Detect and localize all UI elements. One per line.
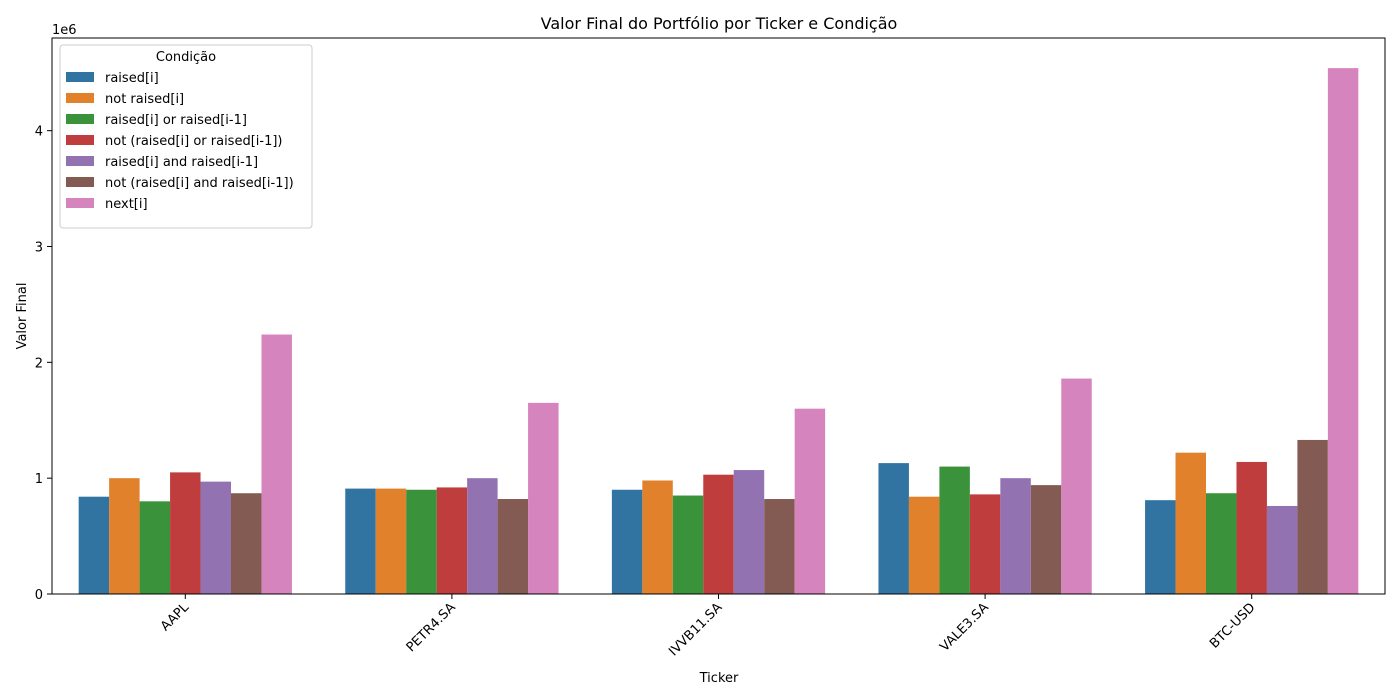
bar xyxy=(78,496,110,594)
legend-swatch xyxy=(66,135,94,145)
bar xyxy=(528,402,559,595)
legend: Condição raised[i] not raised[i] raised[i] … xyxy=(59,44,313,229)
y-tick-label: 1 xyxy=(35,472,43,487)
y-tick-label: 4 xyxy=(35,125,43,140)
legend-swatch xyxy=(66,93,94,103)
bar xyxy=(1236,461,1267,594)
legend-label: raised[i] or raised[i-1] xyxy=(105,113,247,128)
legend-label: not (raised[i] and raised[i-1]) xyxy=(105,176,294,191)
bar xyxy=(170,472,201,595)
legend-swatch xyxy=(66,72,94,82)
x-tick-label: AAPL xyxy=(158,600,193,635)
x-tick-label: VALE3.SA xyxy=(937,600,992,655)
x-tick-label: IVVB11.SA xyxy=(666,600,725,659)
legend-box xyxy=(59,44,313,229)
bar xyxy=(672,495,704,594)
legend-swatch xyxy=(66,198,94,208)
bar xyxy=(109,478,140,594)
chart-title: Valor Final do Portfólio por Ticker e Co… xyxy=(541,14,898,33)
legend-swatch xyxy=(66,114,94,124)
bar xyxy=(1145,500,1176,594)
legend-swatch xyxy=(66,156,94,166)
bar xyxy=(436,487,468,594)
bar xyxy=(878,463,909,594)
bar xyxy=(1297,439,1328,594)
bar xyxy=(1000,478,1031,594)
y-tick-label: 3 xyxy=(35,241,43,256)
x-tick-label: PETR4.SA xyxy=(404,600,459,655)
bar xyxy=(345,488,376,594)
bar xyxy=(733,470,765,594)
plot-frame xyxy=(51,37,1386,595)
bar xyxy=(611,489,643,594)
bar xyxy=(703,474,734,594)
legend-label: next[i] xyxy=(105,197,148,212)
bar xyxy=(261,334,292,594)
bar xyxy=(969,494,1001,594)
bar xyxy=(406,489,437,594)
bar xyxy=(1206,493,1237,594)
bar xyxy=(1061,378,1092,594)
legend-swatch xyxy=(66,177,94,187)
y-axis-multiplier: 1e6 xyxy=(52,23,77,38)
legend-title: Condição xyxy=(156,50,216,65)
legend-label: not raised[i] xyxy=(105,92,184,107)
bar xyxy=(908,496,940,594)
bar xyxy=(794,408,826,594)
y-tick-label: 2 xyxy=(35,356,43,371)
bar xyxy=(139,501,171,594)
bar xyxy=(1327,68,1359,595)
bar xyxy=(467,478,498,594)
legend-label: raised[i] and raised[i-1] xyxy=(105,155,258,170)
bar xyxy=(764,499,795,594)
x-tick-label: BTC-USD xyxy=(1207,600,1258,651)
bar xyxy=(642,480,673,594)
bar xyxy=(497,499,529,594)
x-axis-label: Ticker xyxy=(699,671,739,686)
legend-label: not (raised[i] or raised[i-1]) xyxy=(105,134,283,149)
bars-layer xyxy=(78,68,1359,595)
bar xyxy=(1030,485,1062,594)
bar xyxy=(1266,505,1298,594)
bar xyxy=(200,481,231,594)
legend-label: raised[i] xyxy=(105,71,159,86)
y-axis-label: Valor Final xyxy=(15,283,30,350)
bar xyxy=(375,488,407,594)
bar xyxy=(231,493,262,594)
y-tick-label: 0 xyxy=(35,588,43,603)
bar xyxy=(939,466,970,594)
bar xyxy=(1175,452,1206,594)
